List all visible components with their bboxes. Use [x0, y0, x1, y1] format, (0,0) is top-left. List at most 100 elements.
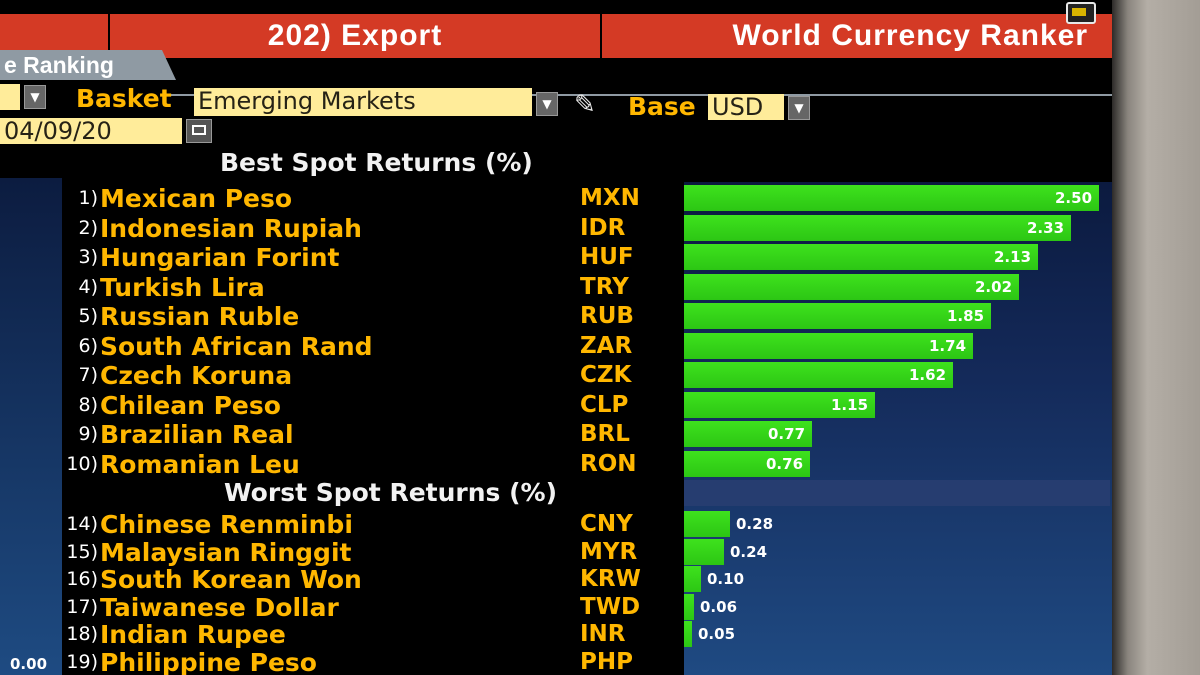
base-label: Base: [628, 92, 696, 121]
return-value-label: 1.15: [831, 395, 869, 414]
currency-name[interactable]: Mexican Peso: [100, 184, 293, 213]
return-bar: [684, 303, 991, 329]
return-value-label: 0.05: [698, 625, 736, 644]
return-value-label: 0.06: [700, 597, 738, 616]
currency-code: KRW: [580, 566, 641, 593]
rank-number: 18): [66, 623, 98, 646]
best-returns-heading: Best Spot Returns (%): [220, 148, 533, 177]
return-value-label: 0.10: [707, 570, 745, 589]
currency-code: CLP: [580, 391, 629, 418]
currency-name[interactable]: Czech Koruna: [100, 361, 293, 390]
return-value-label: 2.33: [1027, 218, 1065, 237]
ranking-row[interactable]: 19) Philippine Peso PHP: [0, 648, 1112, 675]
basket-select[interactable]: Emerging Markets: [194, 88, 532, 116]
currency-code: TWD: [580, 593, 641, 620]
base-chevron-icon[interactable]: ▼: [788, 96, 810, 120]
return-bar: [684, 566, 701, 593]
return-value-label: 0.28: [736, 515, 774, 533]
currency-code: TRY: [580, 273, 629, 300]
ranking-row[interactable]: 14) Chinese Renminbi CNY 0.28: [0, 510, 1112, 539]
rank-number: 6): [78, 334, 98, 357]
return-bar: [684, 185, 1099, 211]
currency-name[interactable]: Malaysian Ringgit: [100, 537, 352, 567]
currency-name[interactable]: Russian Ruble: [100, 302, 300, 331]
rank-number: 19): [66, 651, 98, 673]
return-bar: [684, 362, 953, 388]
pencil-edit-icon[interactable]: ✎: [574, 90, 596, 120]
currency-name[interactable]: South African Rand: [100, 331, 373, 361]
currency-name[interactable]: Hungarian Forint: [100, 243, 340, 272]
currency-name[interactable]: Indian Rupee: [100, 620, 286, 650]
date-field[interactable]: 04/09/20: [0, 118, 182, 144]
rank-number: 17): [66, 595, 98, 618]
rank-number: 4): [78, 275, 98, 298]
export-command[interactable]: 202) Export: [110, 14, 600, 58]
rank-number: 16): [66, 568, 98, 591]
return-bar: [684, 244, 1038, 270]
return-value-label: 1.74: [929, 336, 967, 355]
return-bar: [684, 273, 1019, 300]
tab-ranking[interactable]: e Ranking: [0, 50, 176, 80]
currency-name[interactable]: Chinese Renminbi: [100, 510, 353, 539]
ranking-row[interactable]: 18) Indian Rupee INR 0.05: [0, 620, 1112, 649]
return-bar: [684, 538, 724, 565]
basket-chevron-icon[interactable]: ▼: [536, 92, 558, 116]
currency-code: CNY: [580, 511, 633, 537]
currency-name[interactable]: South Korean Won: [100, 565, 362, 595]
terminal-screen: 202) Export World Currency Ranker e Rank…: [0, 0, 1112, 675]
currency-code: BRL: [580, 421, 630, 447]
basket-label: Basket: [76, 84, 172, 113]
return-bar: [684, 332, 973, 359]
return-bar: [684, 214, 1071, 241]
ranking-row[interactable]: 6) South African Rand ZAR 1.74: [0, 332, 1112, 361]
section-separator-bar: [684, 480, 1110, 506]
rank-number: 2): [78, 216, 98, 239]
currency-code: RON: [580, 450, 637, 477]
return-value-label: 2.50: [1055, 189, 1093, 207]
calendar-icon[interactable]: [186, 119, 212, 143]
currency-code: HUF: [580, 244, 634, 270]
ranking-row[interactable]: 8) Chilean Peso CLP 1.15: [0, 391, 1112, 420]
rank-number: 3): [78, 246, 98, 268]
rank-number: 8): [78, 393, 98, 416]
return-value-label: 0.76: [766, 454, 804, 473]
currency-code: INR: [580, 621, 626, 648]
currency-name[interactable]: Turkish Lira: [100, 272, 265, 302]
currency-name[interactable]: Taiwanese Dollar: [100, 592, 339, 622]
monitor-bezel: [1112, 0, 1200, 675]
return-bar: [684, 621, 692, 648]
rank-number: 9): [78, 423, 98, 445]
return-value-label: 0.77: [768, 425, 806, 443]
ranking-row[interactable]: 17) Taiwanese Dollar TWD 0.06: [0, 593, 1112, 622]
left-dropdown-field[interactable]: [0, 84, 20, 110]
window-icon[interactable]: [1066, 2, 1096, 24]
worst-returns-heading: Worst Spot Returns (%): [224, 478, 558, 507]
currency-code: MYR: [580, 538, 638, 565]
ranking-row[interactable]: 2) Indonesian Rupiah IDR 2.33: [0, 214, 1112, 243]
ranking-row[interactable]: 7) Czech Koruna CZK 1.62: [0, 361, 1112, 390]
currency-name[interactable]: Indonesian Rupiah: [100, 213, 362, 243]
ranking-row[interactable]: 9) Brazilian Real BRL 0.77: [0, 420, 1112, 449]
currency-code: RUB: [580, 303, 634, 329]
left-dropdown-chevron-icon[interactable]: ▼: [24, 85, 46, 109]
currency-name[interactable]: Chilean Peso: [100, 390, 281, 420]
return-bar: [684, 511, 730, 537]
ranking-row[interactable]: 10) Romanian Leu RON 0.76: [0, 450, 1112, 479]
base-select[interactable]: USD: [708, 94, 784, 120]
ranking-row[interactable]: 3) Hungarian Forint HUF 2.13: [0, 243, 1112, 272]
currency-name[interactable]: Brazilian Real: [100, 420, 294, 449]
currency-code: IDR: [580, 214, 626, 241]
ranking-row[interactable]: 1) Mexican Peso MXN 2.50: [0, 184, 1112, 213]
currency-name[interactable]: Romanian Leu: [100, 449, 300, 479]
ranking-row[interactable]: 5) Russian Ruble RUB 1.85: [0, 302, 1112, 331]
return-value-label: 2.02: [975, 277, 1013, 296]
return-value-label: 1.85: [947, 307, 985, 325]
currency-code: CZK: [580, 362, 632, 388]
return-bar: [684, 421, 812, 447]
rank-number: 1): [78, 187, 98, 209]
ranking-row[interactable]: 16) South Korean Won KRW 0.10: [0, 565, 1112, 594]
top-strip: [0, 0, 1112, 14]
ranking-row[interactable]: 4) Turkish Lira TRY 2.02: [0, 273, 1112, 302]
currency-name[interactable]: Philippine Peso: [100, 648, 317, 675]
ranking-row[interactable]: 15) Malaysian Ringgit MYR 0.24: [0, 538, 1112, 567]
